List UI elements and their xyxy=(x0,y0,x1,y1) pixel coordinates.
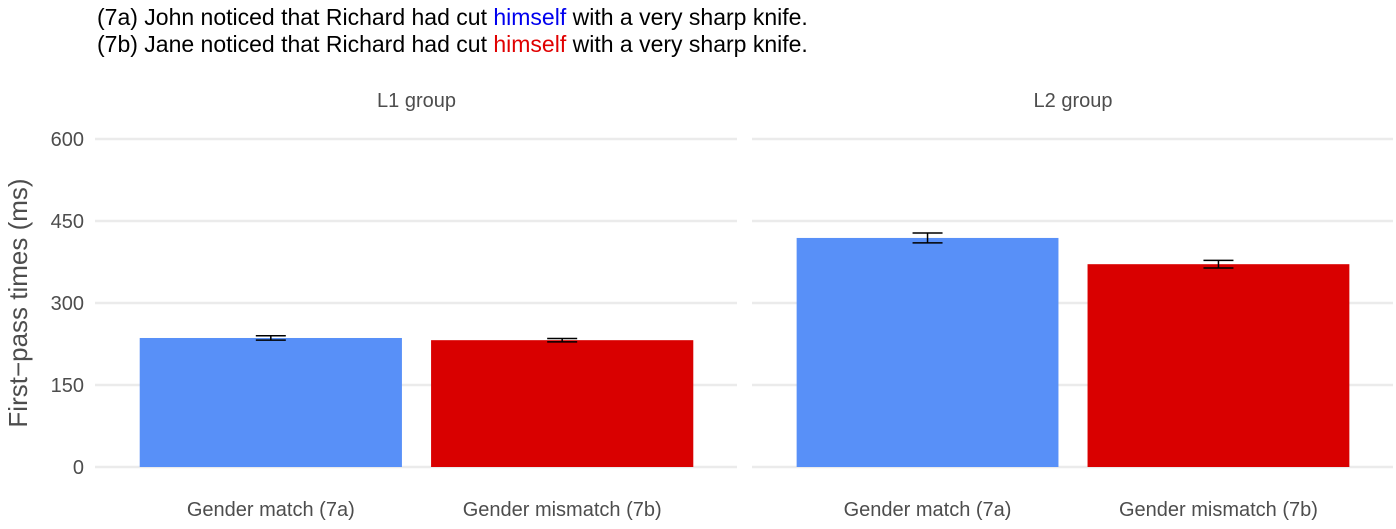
x-tick-label: Gender mismatch (7b) xyxy=(1119,499,1318,521)
x-tick-label: Gender mismatch (7b) xyxy=(463,499,662,521)
bar xyxy=(796,237,1059,467)
facet-title: L2 group xyxy=(1034,90,1113,112)
y-tick-label: 0 xyxy=(73,457,84,479)
header-segment: himself xyxy=(493,31,566,57)
bar xyxy=(1087,264,1350,467)
error-bar xyxy=(912,232,943,244)
y-tick-label: 600 xyxy=(51,129,84,151)
error-bar xyxy=(255,335,286,341)
y-tick-label: 450 xyxy=(51,211,84,233)
header-line: (7a) John noticed that Richard had cut h… xyxy=(97,4,808,30)
header-line: (7b) Jane noticed that Richard had cut h… xyxy=(97,31,808,57)
facet-title: L1 group xyxy=(377,90,456,112)
header-segment: with a very sharp knife. xyxy=(566,4,808,30)
y-tick-label: 300 xyxy=(51,293,84,315)
y-axis-label: First−pass times (ms) xyxy=(3,178,33,427)
bar xyxy=(139,337,402,467)
bar xyxy=(431,340,694,467)
header-segment: with a very sharp knife. xyxy=(566,31,808,57)
error-bar xyxy=(1203,259,1234,269)
header-segment: himself xyxy=(493,4,566,30)
error-bar xyxy=(547,337,578,343)
x-tick-label: Gender match (7a) xyxy=(187,499,355,521)
y-tick-label: 150 xyxy=(51,375,84,397)
header-segment: (7a) John noticed that Richard had cut xyxy=(97,4,493,30)
header-segment: (7b) Jane noticed that Richard had cut xyxy=(97,31,493,57)
x-tick-label: Gender match (7a) xyxy=(844,499,1012,521)
